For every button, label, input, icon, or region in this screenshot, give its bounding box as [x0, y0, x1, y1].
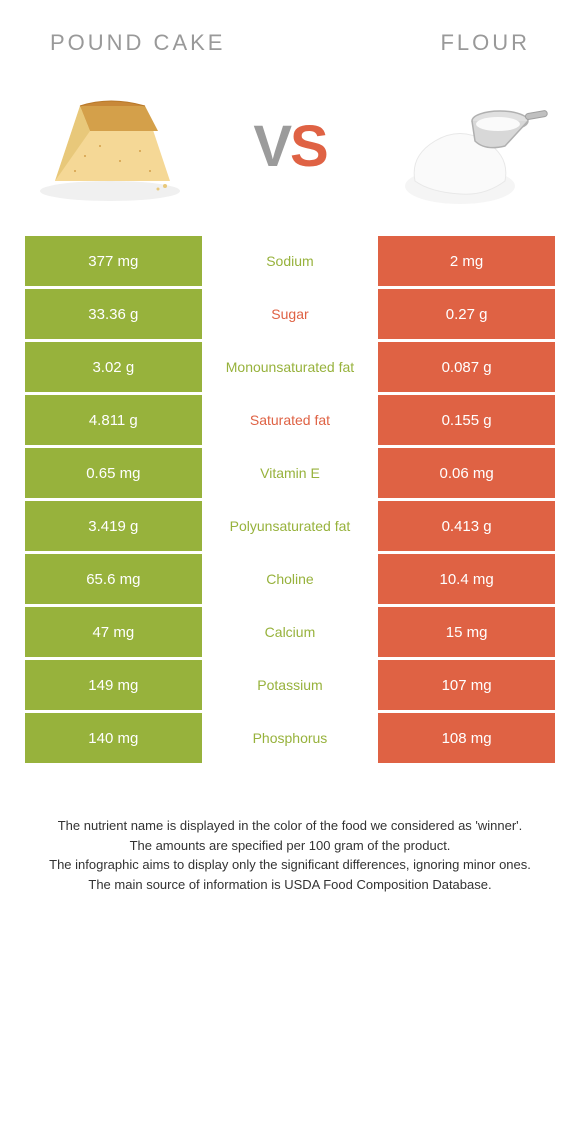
table-row: 47 mgCalcium15 mg: [25, 607, 555, 657]
nutrient-label: Saturated fat: [202, 395, 379, 445]
nutrient-label: Monounsaturated fat: [202, 342, 379, 392]
right-value: 2 mg: [378, 236, 555, 286]
left-value: 33.36 g: [25, 289, 202, 339]
nutrient-label: Sugar: [202, 289, 379, 339]
left-value: 3.419 g: [25, 501, 202, 551]
nutrient-label: Polyunsaturated fat: [202, 501, 379, 551]
footer-line: The main source of information is USDA F…: [30, 875, 550, 895]
right-value: 15 mg: [378, 607, 555, 657]
nutrient-table: 377 mgSodium2 mg33.36 gSugar0.27 g3.02 g…: [25, 236, 555, 763]
nutrient-label: Potassium: [202, 660, 379, 710]
left-value: 149 mg: [25, 660, 202, 710]
table-row: 140 mgPhosphorus108 mg: [25, 713, 555, 763]
table-row: 0.65 mgVitamin E0.06 mg: [25, 448, 555, 498]
header: POUND CAKE FLOUR: [0, 0, 580, 66]
table-row: 33.36 gSugar0.27 g: [25, 289, 555, 339]
right-value: 108 mg: [378, 713, 555, 763]
nutrient-label: Phosphorus: [202, 713, 379, 763]
left-food-title: POUND CAKE: [50, 30, 225, 56]
left-value: 140 mg: [25, 713, 202, 763]
right-value: 107 mg: [378, 660, 555, 710]
left-value: 3.02 g: [25, 342, 202, 392]
right-value: 0.06 mg: [378, 448, 555, 498]
right-value: 0.087 g: [378, 342, 555, 392]
pound-cake-image: [25, 81, 195, 211]
right-value: 10.4 mg: [378, 554, 555, 604]
footer-line: The amounts are specified per 100 gram o…: [30, 836, 550, 856]
nutrient-label: Vitamin E: [202, 448, 379, 498]
right-value: 0.27 g: [378, 289, 555, 339]
vs-s: S: [290, 114, 327, 179]
footer-notes: The nutrient name is displayed in the co…: [0, 766, 580, 924]
table-row: 377 mgSodium2 mg: [25, 236, 555, 286]
left-value: 0.65 mg: [25, 448, 202, 498]
table-row: 3.419 gPolyunsaturated fat0.413 g: [25, 501, 555, 551]
table-row: 3.02 gMonounsaturated fat0.087 g: [25, 342, 555, 392]
left-value: 377 mg: [25, 236, 202, 286]
left-value: 4.811 g: [25, 395, 202, 445]
images-row: VS: [0, 66, 580, 236]
table-row: 65.6 mgCholine10.4 mg: [25, 554, 555, 604]
right-food-title: FLOUR: [440, 30, 530, 56]
right-value: 0.413 g: [378, 501, 555, 551]
left-value: 47 mg: [25, 607, 202, 657]
footer-line: The nutrient name is displayed in the co…: [30, 816, 550, 836]
left-value: 65.6 mg: [25, 554, 202, 604]
right-value: 0.155 g: [378, 395, 555, 445]
nutrient-label: Calcium: [202, 607, 379, 657]
footer-line: The infographic aims to display only the…: [30, 855, 550, 875]
flour-image: [385, 81, 555, 211]
nutrient-label: Choline: [202, 554, 379, 604]
vs-label: VS: [253, 113, 326, 180]
vs-v: V: [253, 114, 290, 179]
table-row: 149 mgPotassium107 mg: [25, 660, 555, 710]
table-row: 4.811 gSaturated fat0.155 g: [25, 395, 555, 445]
nutrient-label: Sodium: [202, 236, 379, 286]
